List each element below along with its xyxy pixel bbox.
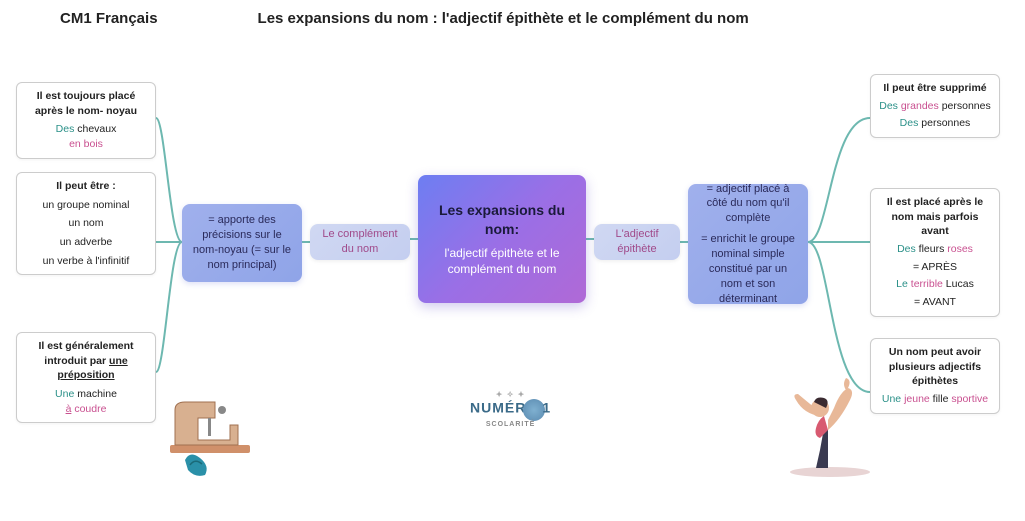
adjectif-def2: = enrichit le groupe nominal simple cons…	[698, 232, 798, 306]
adjectif-label-node: L'adjectif épithète	[594, 224, 680, 260]
header: CM1 Français Les expansions du nom : l'a…	[0, 0, 1025, 27]
complement-def-node: = apporte des précisions sur le nom-noya…	[182, 204, 302, 282]
complement-label-text: Le complément du nom	[318, 227, 402, 257]
adjectif-leaf: Il est placé après le nom mais parfois a…	[870, 188, 1000, 317]
complement-leaf: Il est généralement introduit par une pr…	[16, 332, 156, 423]
complement-label-node: Le complément du nom	[310, 224, 410, 260]
adjectif-leaf: Il peut être suppriméDes grandes personn…	[870, 74, 1000, 138]
logo-suffix: 1	[542, 400, 551, 416]
logo-numero1: ✦ ✧ ✦ NUMÉR1 SCOLARITÉ	[470, 390, 551, 428]
center-title: Les expansions du nom:	[428, 201, 576, 239]
adjectif-label-text: L'adjectif épithète	[602, 227, 672, 257]
center-concept-node: Les expansions du nom: l'adjectif épithè…	[418, 175, 586, 303]
yoga-figure-icon	[770, 360, 890, 480]
logo-top: NUMÉR	[470, 400, 526, 416]
adjectif-def1: = adjectif placé à côté du nom qu'il com…	[698, 182, 798, 227]
complement-leaf: Il peut être :un groupe nominalun nomun …	[16, 172, 156, 275]
complement-def-text: = apporte des précisions sur le nom-noya…	[192, 213, 292, 272]
header-course: CM1 Français	[60, 10, 158, 27]
center-subtitle: l'adjectif épithète et le complément du …	[428, 245, 576, 277]
logo-bottom: SCOLARITÉ	[470, 421, 551, 428]
complement-leaf: Il est toujours placé après le nom- noya…	[16, 82, 156, 159]
sewing-machine-icon	[160, 390, 260, 480]
adjectif-def-node: = adjectif placé à côté du nom qu'il com…	[688, 184, 808, 304]
header-title: Les expansions du nom : l'adjectif épith…	[258, 10, 749, 27]
